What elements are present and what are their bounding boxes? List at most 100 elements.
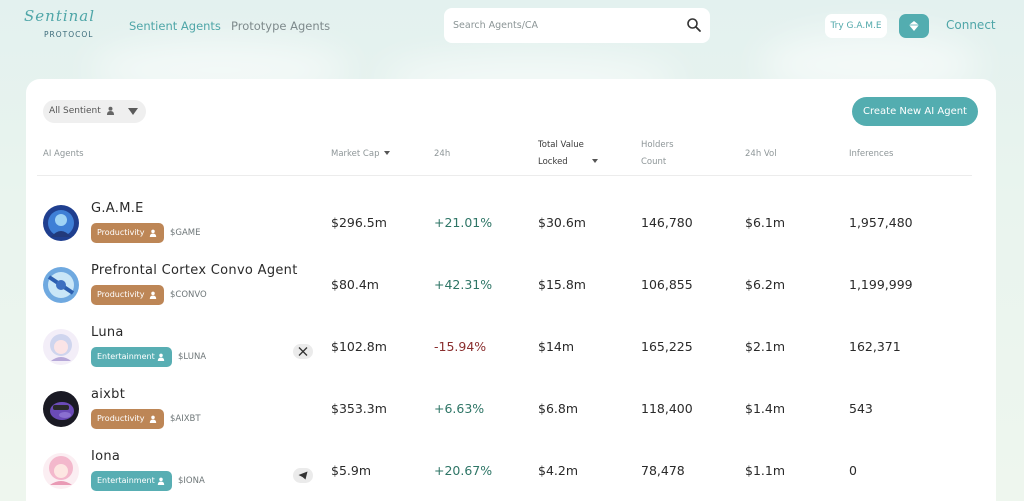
nav-prototype-agents[interactable]: Prototype Agents — [231, 19, 331, 33]
header-24h: 24h — [434, 149, 451, 159]
inferences-value: 0 — [849, 463, 857, 478]
header-tvl-line2: Locked — [538, 154, 598, 171]
telegram-social-button[interactable] — [293, 468, 313, 483]
agent-name[interactable]: Luna — [91, 325, 124, 340]
token-ticker: $GAME — [170, 228, 201, 238]
header-divider — [37, 175, 972, 176]
header-holders-line1: Holders — [641, 140, 674, 150]
tvl-value: $4.2m — [538, 463, 579, 478]
logo-wordmark: Sentinal — [24, 7, 96, 25]
agent-name[interactable]: G.A.M.E — [91, 201, 144, 216]
try-game-button[interactable]: Try G.A.M.E — [825, 14, 887, 38]
agent-name[interactable]: aixbt — [91, 387, 126, 402]
tvl-value: $14m — [538, 339, 575, 354]
category-tag: Productivity — [91, 285, 164, 305]
user-icon — [106, 106, 115, 115]
tvl-value: $30.6m — [538, 215, 586, 230]
market-cap-value: $102.8m — [331, 339, 387, 354]
x-icon — [298, 347, 308, 356]
agents-table-card: All Sentient Create New AI Agent AI Agen… — [26, 79, 996, 501]
category-label: Productivity — [97, 414, 145, 423]
header-total-value-locked[interactable]: Total Value Locked — [538, 137, 598, 171]
token-ticker: $IONA — [178, 476, 205, 486]
holders-value: 165,225 — [641, 339, 693, 354]
volume-24h-value: $6.1m — [745, 215, 786, 230]
chevron-down-icon — [128, 108, 138, 115]
token-ticker: $LUNA — [178, 352, 207, 362]
market-cap-value: $80.4m — [331, 277, 379, 292]
holders-value: 118,400 — [641, 401, 693, 416]
category-tag: Productivity — [91, 223, 164, 243]
search-placeholder: Search Agents/CA — [453, 20, 539, 31]
category-label: Productivity — [97, 228, 145, 237]
category-tag: Productivity — [91, 409, 164, 429]
token-ticker: $CONVO — [170, 290, 207, 300]
logo-subtitle: PROTOCOL — [44, 30, 94, 39]
search-icon[interactable] — [686, 17, 702, 33]
header-tvl-line2-label: Locked — [538, 157, 568, 167]
token-ticker: $AIXBT — [170, 414, 201, 424]
nav-sentient-agents[interactable]: Sentient Agents — [129, 19, 221, 33]
change-24h-value: +6.63% — [434, 401, 485, 416]
tvl-value: $6.8m — [538, 401, 579, 416]
x-social-button[interactable] — [293, 344, 313, 359]
change-24h-value: +42.31% — [434, 277, 493, 292]
sort-desc-icon[interactable] — [384, 151, 391, 155]
category-label: Entertainment — [97, 476, 155, 485]
logo[interactable]: Sentinal PROTOCOL — [24, 7, 104, 42]
agent-avatar — [43, 329, 79, 365]
diamond-icon — [909, 21, 919, 31]
volume-24h-value: $1.1m — [745, 463, 786, 478]
diamond-button[interactable] — [899, 14, 929, 38]
sort-desc-icon[interactable] — [591, 159, 598, 163]
change-24h-value: +21.01% — [434, 215, 493, 230]
header-ai-agents: AI Agents — [43, 149, 84, 159]
user-icon — [157, 477, 165, 485]
connect-button[interactable]: Connect — [946, 18, 996, 32]
agent-name[interactable]: Iona — [91, 449, 121, 464]
category-tag: Entertainment — [91, 471, 172, 491]
agent-avatar — [43, 391, 79, 427]
header-holders-count: Holders Count — [641, 137, 674, 171]
inferences-value: 162,371 — [849, 339, 901, 354]
tvl-value: $15.8m — [538, 277, 586, 292]
header-tvl-line1: Total Value — [538, 140, 584, 150]
change-24h-value: -15.94% — [434, 339, 487, 354]
table-row[interactable]: Luna Entertainment $LUNA $102.8m -15.94%… — [26, 325, 996, 387]
create-new-agent-button[interactable]: Create New AI Agent — [852, 97, 978, 126]
header-market-cap[interactable]: Market Cap — [331, 146, 391, 163]
search-input[interactable]: Search Agents/CA — [444, 8, 710, 43]
category-tag: Entertainment — [91, 347, 172, 367]
market-cap-value: $353.3m — [331, 401, 387, 416]
market-cap-value: $5.9m — [331, 463, 372, 478]
table-row[interactable]: Iona Entertainment $IONA $5.9m +20.67% $… — [26, 449, 996, 501]
inferences-value: 1,199,999 — [849, 277, 913, 292]
change-24h-value: +20.67% — [434, 463, 493, 478]
sentient-filter-dropdown[interactable]: All Sentient — [43, 100, 146, 123]
agent-avatar — [43, 205, 79, 241]
inferences-value: 1,957,480 — [849, 215, 913, 230]
category-label: Productivity — [97, 290, 145, 299]
header-24h-vol: 24h Vol — [745, 149, 777, 159]
category-label: Entertainment — [97, 352, 155, 361]
table-row[interactable]: Prefrontal Cortex Convo Agent Productivi… — [26, 263, 996, 325]
user-icon — [149, 291, 157, 299]
holders-value: 146,780 — [641, 215, 693, 230]
volume-24h-value: $6.2m — [745, 277, 786, 292]
header-holders-line2: Count — [641, 157, 667, 167]
header-market-cap-label: Market Cap — [331, 149, 380, 159]
user-icon — [149, 229, 157, 237]
table-row[interactable]: aixbt Productivity $AIXBT $353.3m +6.63%… — [26, 387, 996, 449]
holders-value: 78,478 — [641, 463, 685, 478]
table-row[interactable]: G.A.M.E Productivity $GAME $296.5m +21.0… — [26, 201, 996, 263]
inferences-value: 543 — [849, 401, 873, 416]
volume-24h-value: $2.1m — [745, 339, 786, 354]
volume-24h-value: $1.4m — [745, 401, 786, 416]
filter-label: All Sentient — [49, 106, 101, 116]
top-navigation-bar: Sentinal PROTOCOL Sentient Agents Protot… — [0, 0, 1024, 52]
agent-name[interactable]: Prefrontal Cortex Convo Agent — [91, 263, 298, 278]
user-icon — [157, 353, 165, 361]
header-inferences: Inferences — [849, 149, 894, 159]
agent-avatar — [43, 453, 79, 489]
telegram-icon — [298, 471, 308, 480]
